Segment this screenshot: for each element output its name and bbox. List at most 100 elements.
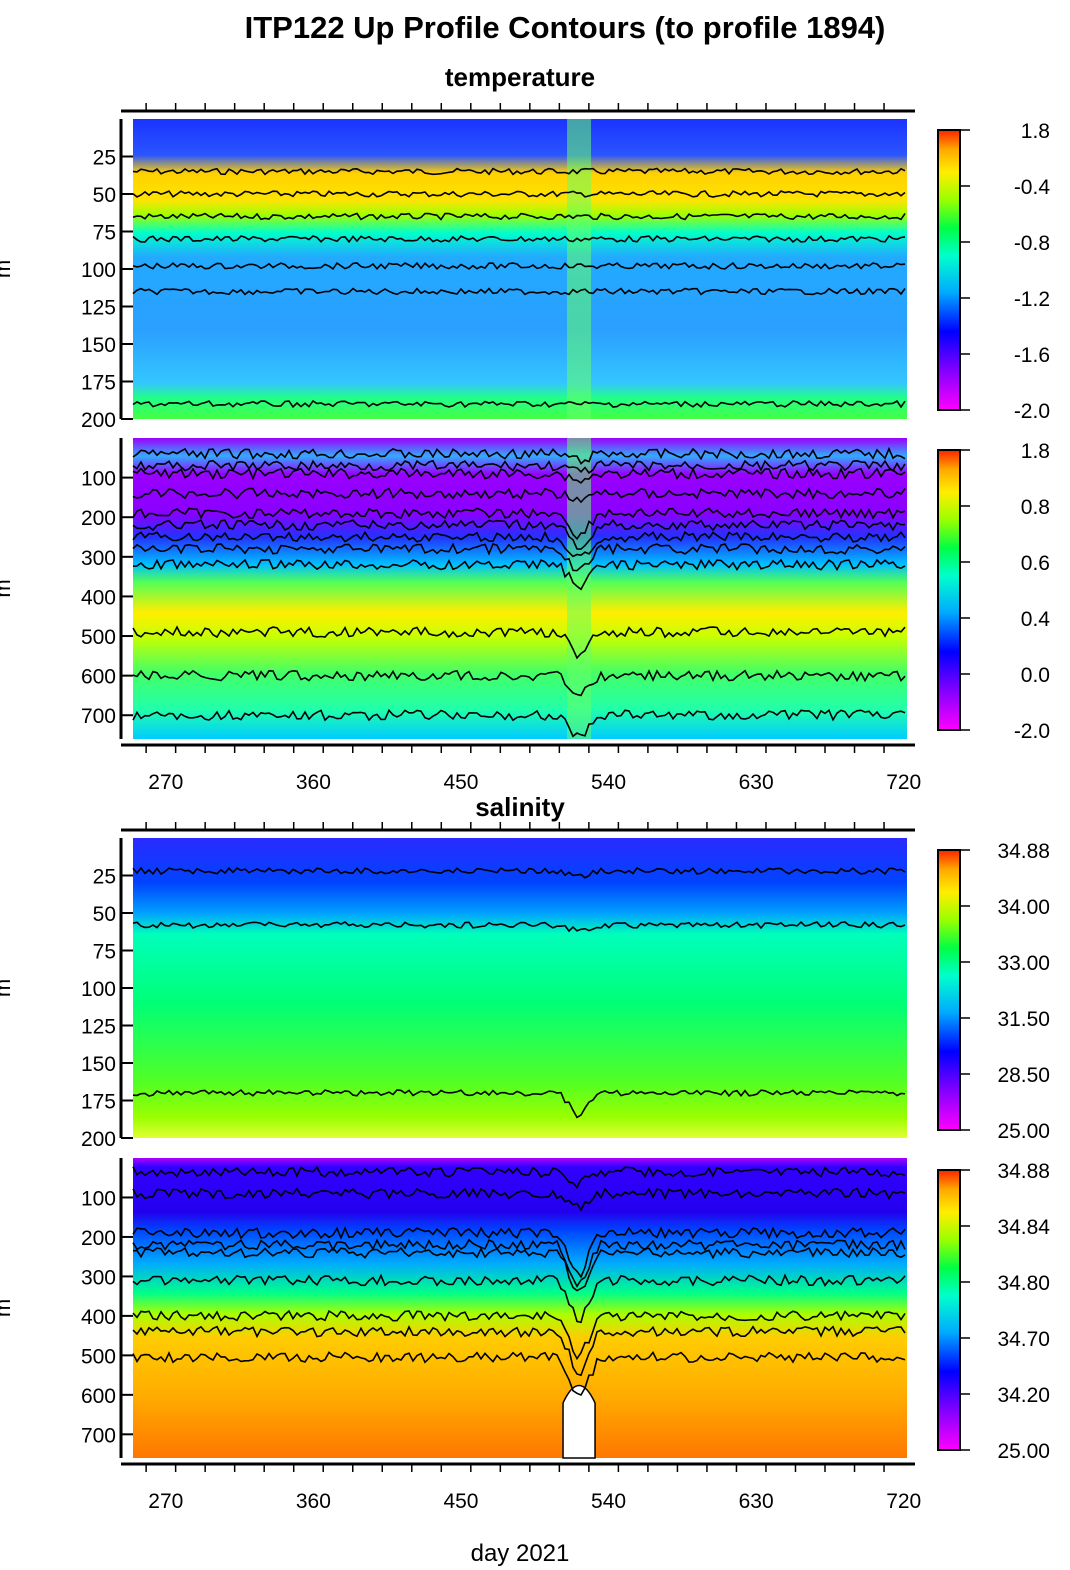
colorbar-tick-label: 1.8	[1021, 440, 1050, 463]
contour-line	[132, 446, 906, 465]
y-tick-label: 300	[81, 1266, 116, 1289]
contour-line	[132, 1273, 906, 1324]
y-tick-label: 100	[81, 259, 116, 282]
y-axis-label: m	[0, 260, 15, 278]
colorbar-tick-label: 0.0	[1021, 664, 1050, 687]
contour-line	[132, 1246, 906, 1292]
x-tick-label: 540	[591, 1490, 626, 1513]
colorbar-tick-label: -0.8	[1014, 232, 1050, 255]
colorbar-tick-label: -2.0	[1014, 400, 1050, 423]
y-tick-label: 25	[93, 866, 116, 889]
colorbar	[937, 449, 961, 731]
colorbar-tick-label: 1.8	[1021, 120, 1050, 143]
x-tick-label: 720	[886, 771, 921, 794]
colorbar-tick-label: 33.00	[997, 952, 1050, 975]
y-tick-label: 100	[81, 978, 116, 1001]
y-tick-label: 125	[81, 297, 116, 320]
contour-line	[132, 1165, 906, 1189]
y-tick-label: 125	[81, 1016, 116, 1039]
colorbar-tick-label: 0.4	[1021, 608, 1051, 631]
y-axis-label: m	[0, 1299, 15, 1317]
contour-line	[132, 261, 906, 271]
y-tick-label: 500	[81, 1345, 116, 1368]
contour-line	[132, 518, 906, 550]
colorbar-tick-label: 34.80	[997, 1272, 1050, 1295]
contour-line	[132, 466, 906, 484]
y-axis-label: m	[0, 579, 15, 597]
y-tick-label: 400	[81, 586, 116, 609]
colorbar	[937, 1169, 961, 1451]
contour-line	[132, 1089, 906, 1119]
colorbar-tick-label: 28.50	[997, 1064, 1050, 1087]
salinity-section-title: salinity	[475, 792, 565, 822]
x-axis-label: day 2021	[470, 1540, 570, 1567]
contour-line	[132, 189, 906, 198]
contour-line	[132, 234, 906, 244]
x-tick-label: 630	[739, 771, 774, 794]
temperature-section-title: temperature	[444, 62, 596, 92]
contour-line	[132, 866, 906, 879]
contour-line	[132, 212, 906, 221]
eddy-column	[567, 119, 592, 419]
y-tick-label: 150	[81, 334, 116, 357]
contour-line	[132, 399, 906, 409]
contour-line	[132, 558, 906, 591]
y-tick-label: 500	[81, 626, 116, 649]
chart-title: ITP122 Up Profile Contours (to profile 1…	[244, 10, 886, 45]
contour-line	[132, 669, 906, 697]
contour-line	[132, 920, 906, 933]
y-tick-label: 100	[81, 468, 116, 491]
colorbar	[937, 849, 961, 1131]
colorbar-tick-label: 0.8	[1021, 496, 1050, 519]
contour-line	[132, 1351, 906, 1397]
colorbar-tick-label: 31.50	[997, 1008, 1050, 1031]
x-tick-label: 630	[739, 1490, 774, 1513]
y-tick-label: 25	[93, 147, 116, 170]
y-tick-label: 175	[81, 372, 116, 395]
y-tick-label: 400	[81, 1306, 116, 1329]
x-tick-label: 540	[591, 771, 626, 794]
contour-line	[132, 625, 906, 660]
y-tick-label: 700	[81, 1424, 116, 1447]
colorbar-tick-label: 0.6	[1021, 552, 1050, 575]
y-tick-label: 700	[81, 705, 116, 728]
y-tick-label: 600	[81, 1385, 116, 1408]
contour-line	[132, 1226, 906, 1279]
y-tick-label: 600	[81, 666, 116, 689]
colorbar-tick-label: 34.88	[997, 840, 1050, 863]
y-tick-label: 75	[93, 222, 116, 245]
contour-line	[132, 459, 906, 475]
colorbar	[937, 129, 961, 411]
heatmap-field-2	[133, 438, 907, 739]
contour-line	[132, 1325, 906, 1377]
colorbar-tick-label: 34.00	[997, 896, 1050, 919]
x-tick-label: 450	[443, 1490, 478, 1513]
y-tick-label: 150	[81, 1053, 116, 1076]
y-tick-label: 200	[81, 507, 116, 530]
x-tick-label: 360	[296, 771, 331, 794]
colorbar-tick-label: 34.20	[997, 1384, 1050, 1407]
y-tick-label: 50	[93, 903, 116, 926]
colorbar-tick-label: -2.0	[1014, 720, 1050, 743]
colorbar-tick-label: -1.6	[1014, 344, 1050, 367]
heatmap-field-3	[133, 838, 907, 1138]
contour-line	[132, 530, 906, 558]
colorbar-tick-label: 25.00	[997, 1440, 1050, 1463]
contour-line	[132, 708, 906, 738]
y-tick-label: 175	[81, 1091, 116, 1114]
x-tick-label: 720	[886, 1490, 921, 1513]
y-tick-label: 75	[93, 941, 116, 964]
contour-line	[132, 1309, 906, 1361]
contour-line	[132, 507, 906, 541]
heatmap-field-4	[133, 1158, 907, 1458]
y-tick-label: 200	[81, 1227, 116, 1250]
contour-line	[132, 1187, 906, 1212]
y-tick-label: 50	[93, 184, 116, 207]
no-data-region	[562, 1384, 596, 1459]
contour-line	[132, 542, 906, 572]
y-tick-label: 200	[81, 1128, 116, 1151]
x-tick-label: 360	[296, 1490, 331, 1513]
x-tick-label: 270	[148, 771, 183, 794]
colorbar-tick-label: 25.00	[997, 1120, 1050, 1143]
